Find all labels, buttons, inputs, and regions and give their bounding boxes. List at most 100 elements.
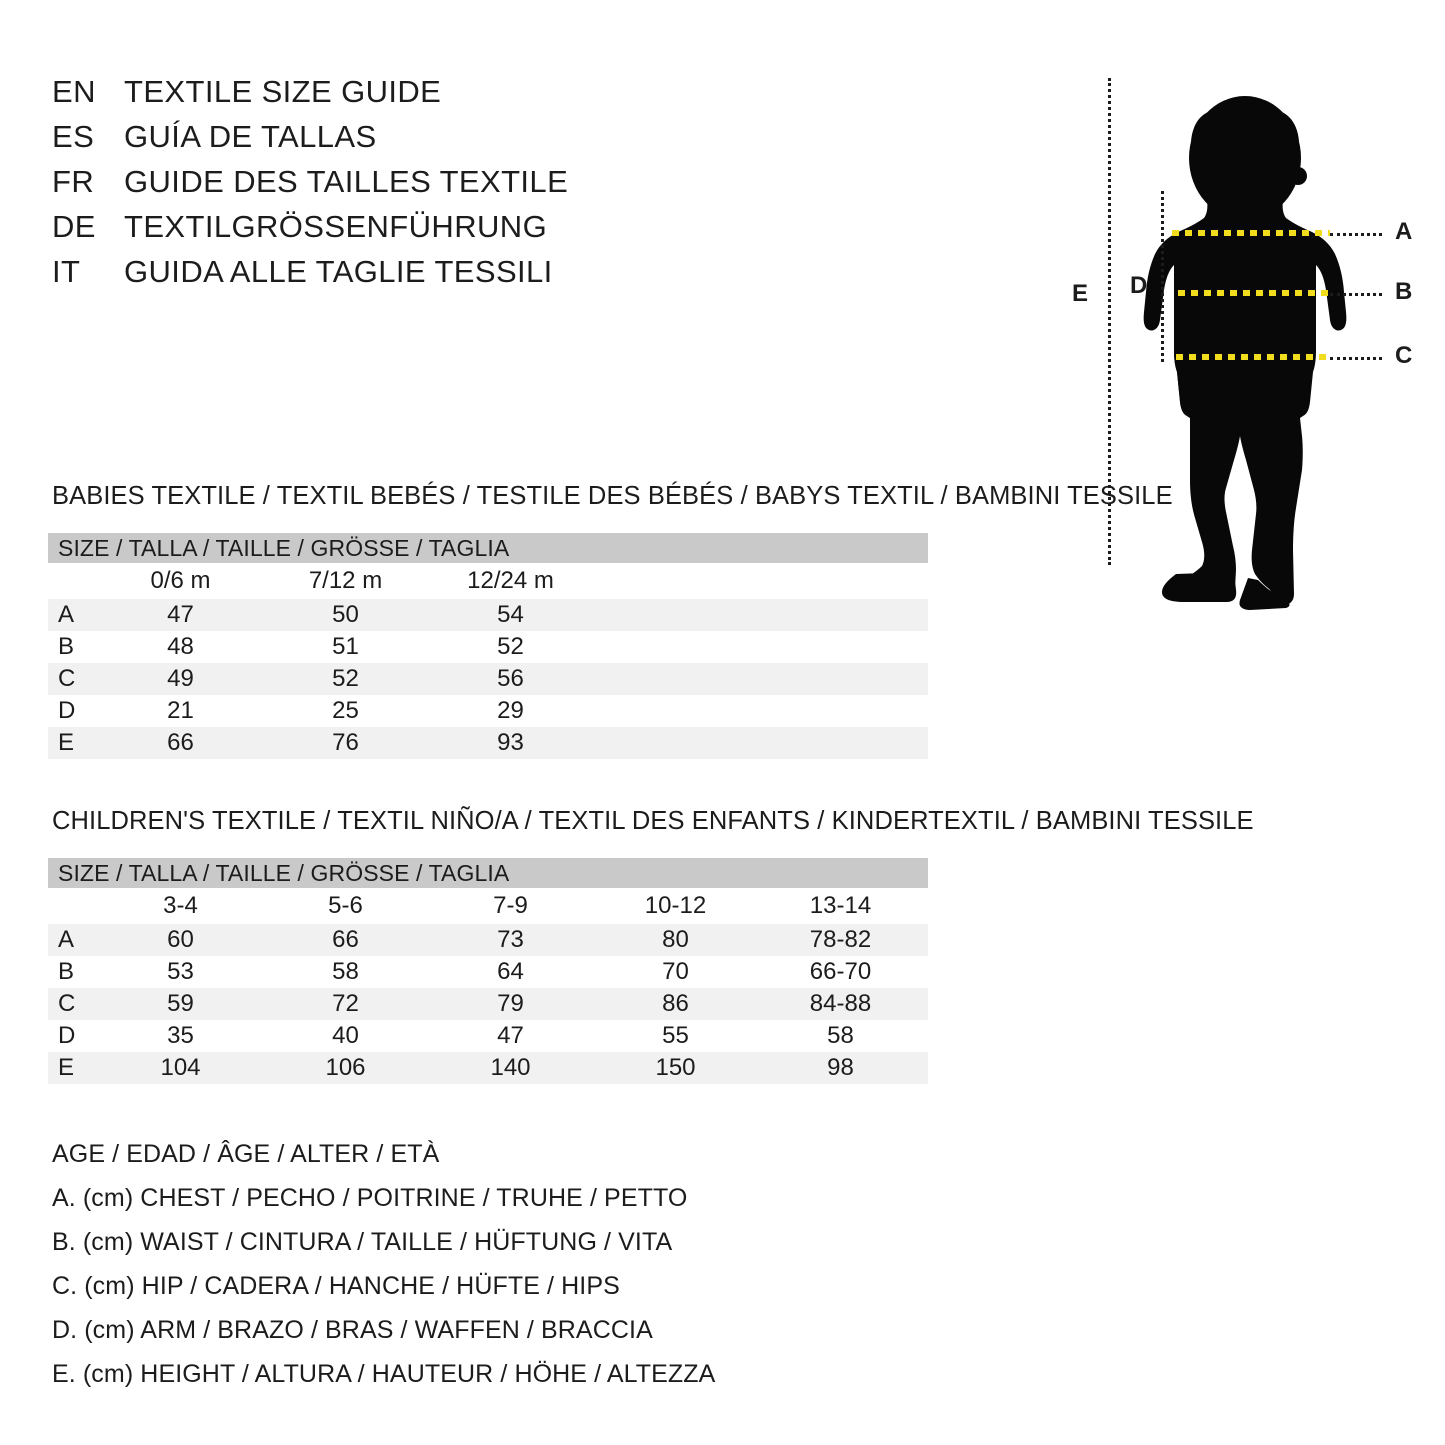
- language-row-fr: FR GUIDE DES TAILLES TEXTILE: [52, 164, 568, 209]
- children-row-letter-c: C: [58, 990, 76, 1017]
- children-cell-c-1: 72: [332, 990, 359, 1017]
- language-row-de: DE TEXTILGRÖSSENFÜHRUNG: [52, 209, 568, 254]
- children-row-letter-b: B: [58, 958, 75, 985]
- legend-line-age: AGE / EDAD / ÂGE / ALTER / ETÀ: [52, 1140, 440, 1168]
- children-cell-d-3: 55: [662, 1022, 689, 1049]
- children-row-letter-d: D: [58, 1022, 76, 1049]
- babies-table-header-bar: SIZE / TALLA / TAILLE / GRÖSSE / TAGLIA: [48, 533, 928, 563]
- legend-line-waist: B. (cm) WAIST / CINTURA / TAILLE / HÜFTU…: [52, 1228, 673, 1256]
- legend-line-chest: A. (cm) CHEST / PECHO / POITRINE / TRUHE…: [52, 1184, 688, 1212]
- children-cell-a-0: 60: [167, 926, 194, 953]
- figure-label-c: C: [1395, 342, 1413, 369]
- language-row-en: EN TEXTILE SIZE GUIDE: [52, 74, 568, 119]
- children-column-header-row: 3-4 5-6 7-9 10-12 13-14: [48, 888, 928, 924]
- babies-column-header-0: 0/6 m: [150, 567, 211, 594]
- children-cell-e-4: 98: [827, 1054, 854, 1081]
- children-row-letter-e: E: [58, 1054, 75, 1081]
- children-cell-c-3: 86: [662, 990, 689, 1017]
- babies-row-letter-b: B: [58, 633, 75, 660]
- language-title-es: GUÍA DE TALLAS: [124, 119, 377, 154]
- babies-cell-b-0: 48: [167, 633, 194, 660]
- babies-table-header-label: SIZE / TALLA / TAILLE / GRÖSSE / TAGLIA: [58, 534, 510, 561]
- table-row: C 59 72 79 86 84-88: [48, 988, 928, 1020]
- arm-guide-line: [1161, 191, 1164, 362]
- table-row: B 48 51 52: [48, 631, 928, 663]
- height-guide-line: [1108, 78, 1111, 565]
- children-cell-e-3: 150: [655, 1054, 696, 1081]
- children-cell-b-4: 66-70: [809, 958, 872, 985]
- language-title-en: TEXTILE SIZE GUIDE: [124, 74, 442, 109]
- babies-cell-d-1: 25: [332, 697, 359, 724]
- children-cell-e-1: 106: [325, 1054, 366, 1081]
- legend-line-height: E. (cm) HEIGHT / ALTURA / HAUTEUR / HÖHE…: [52, 1360, 716, 1388]
- children-column-header-3: 10-12: [644, 892, 707, 919]
- babies-column-header-2: 12/24 m: [467, 567, 554, 594]
- children-cell-b-2: 64: [497, 958, 524, 985]
- language-title-it: GUIDA ALLE TAGLIE TESSILI: [124, 254, 553, 289]
- language-title-fr: GUIDE DES TAILLES TEXTILE: [124, 164, 569, 199]
- table-row: E 66 76 93: [48, 727, 928, 759]
- figure-label-b: B: [1395, 278, 1413, 305]
- children-cell-a-2: 73: [497, 926, 524, 953]
- babies-cell-a-1: 50: [332, 601, 359, 628]
- babies-cell-b-2: 52: [497, 633, 524, 660]
- language-code-es: ES: [52, 119, 95, 154]
- children-cell-b-0: 53: [167, 958, 194, 985]
- children-column-header-4: 13-14: [809, 892, 872, 919]
- children-row-letter-a: A: [58, 926, 75, 953]
- babies-cell-c-1: 52: [332, 665, 359, 692]
- babies-row-letter-d: D: [58, 697, 76, 724]
- children-column-header-0: 3-4: [163, 892, 198, 919]
- language-title-de: TEXTILGRÖSSENFÜHRUNG: [124, 209, 548, 244]
- language-row-it: IT GUIDA ALLE TAGLIE TESSILI: [52, 254, 568, 299]
- babies-cell-c-0: 49: [167, 665, 194, 692]
- children-cell-b-3: 70: [662, 958, 689, 985]
- babies-cell-e-1: 76: [332, 729, 359, 756]
- measurement-legend: AGE / EDAD / ÂGE / ALTER / ETÀ A. (cm) C…: [52, 1140, 715, 1404]
- babies-cell-a-0: 47: [167, 601, 194, 628]
- legend-line-hip: C. (cm) HIP / CADERA / HANCHE / HÜFTE / …: [52, 1272, 620, 1300]
- table-row: A 47 50 54: [48, 599, 928, 631]
- hip-leader-line: [1330, 357, 1382, 360]
- children-cell-d-1: 40: [332, 1022, 359, 1049]
- babies-cell-d-0: 21: [167, 697, 194, 724]
- children-cell-d-2: 47: [497, 1022, 524, 1049]
- babies-row-letter-e: E: [58, 729, 75, 756]
- table-row: C 49 52 56: [48, 663, 928, 695]
- children-cell-a-4: 78-82: [809, 926, 872, 953]
- children-cell-e-2: 140: [490, 1054, 531, 1081]
- babies-cell-e-2: 93: [497, 729, 524, 756]
- children-size-table: SIZE / TALLA / TAILLE / GRÖSSE / TAGLIA …: [48, 858, 928, 1084]
- children-cell-c-2: 79: [497, 990, 524, 1017]
- children-cell-d-4: 58: [827, 1022, 854, 1049]
- language-code-fr: FR: [52, 164, 95, 199]
- table-row: D 35 40 47 55 58: [48, 1020, 928, 1052]
- children-table-header-bar: SIZE / TALLA / TAILLE / GRÖSSE / TAGLIA: [48, 858, 928, 888]
- babies-cell-c-2: 56: [497, 665, 524, 692]
- language-code-it: IT: [52, 254, 81, 289]
- children-table-header-label: SIZE / TALLA / TAILLE / GRÖSSE / TAGLIA: [58, 859, 510, 886]
- language-code-en: EN: [52, 74, 96, 109]
- children-cell-b-1: 58: [332, 958, 359, 985]
- measurement-figure-diagram: A B C D E: [1050, 50, 1445, 610]
- babies-cell-b-1: 51: [332, 633, 359, 660]
- children-cell-c-4: 84-88: [809, 990, 872, 1017]
- children-section-title: CHILDREN'S TEXTILE / TEXTIL NIÑO/A / TEX…: [52, 807, 1254, 835]
- babies-cell-e-0: 66: [167, 729, 194, 756]
- babies-section-title: BABIES TEXTILE / TEXTIL BEBÉS / TESTILE …: [52, 482, 1173, 510]
- language-code-de: DE: [52, 209, 96, 244]
- table-row: A 60 66 73 80 78-82: [48, 924, 928, 956]
- figure-label-d: D: [1130, 272, 1148, 299]
- figure-label-e: E: [1072, 280, 1089, 307]
- babies-cell-a-2: 54: [497, 601, 524, 628]
- children-cell-a-3: 80: [662, 926, 689, 953]
- babies-column-header-row: 0/6 m 7/12 m 12/24 m: [48, 563, 928, 599]
- children-cell-c-0: 59: [167, 990, 194, 1017]
- children-cell-e-0: 104: [160, 1054, 201, 1081]
- language-header-block: EN TEXTILE SIZE GUIDE ES GUÍA DE TALLAS …: [52, 74, 568, 299]
- measurement-lines-overlay: [1172, 230, 1330, 360]
- babies-size-table: SIZE / TALLA / TAILLE / GRÖSSE / TAGLIA …: [48, 533, 928, 759]
- waist-leader-line: [1330, 293, 1382, 296]
- children-column-header-1: 5-6: [328, 892, 363, 919]
